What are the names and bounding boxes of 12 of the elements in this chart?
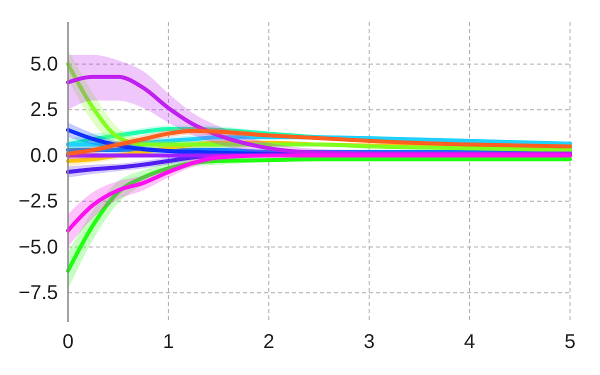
y-tick-label: −7.5 — [18, 282, 58, 304]
x-tick-label: 4 — [464, 331, 476, 354]
x-tick-label: 5 — [564, 331, 576, 354]
y-tick-label: 2.5 — [30, 99, 58, 122]
x-tick-label: 2 — [263, 331, 274, 354]
x-tick-label: 1 — [162, 331, 174, 354]
y-tick-label: −5.0 — [18, 236, 58, 258]
x-tick-label: 0 — [62, 331, 74, 354]
x-tick-label: 3 — [364, 331, 375, 354]
y-tick-label: 5.0 — [30, 53, 58, 76]
y-tick-label: 0.0 — [30, 144, 58, 167]
y-tick-label: −2.5 — [18, 190, 58, 213]
